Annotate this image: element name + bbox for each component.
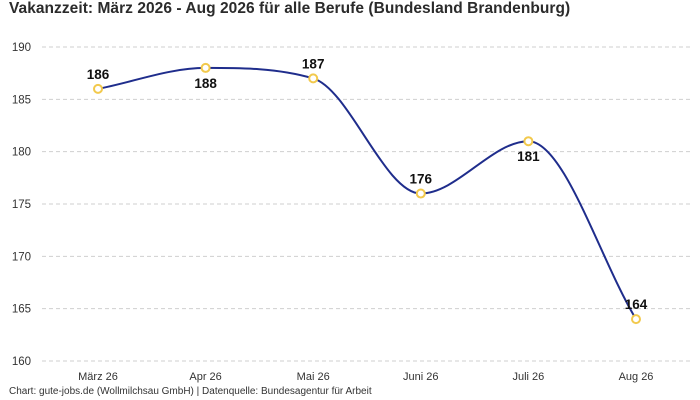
data-label: 186 [87,67,110,82]
data-label: 164 [625,297,648,312]
chart-source-note: Chart: gute-jobs.de (Wollmilchsau GmbH) … [9,386,372,397]
y-tick-label: 190 [12,42,31,54]
y-tick-label: 170 [12,251,31,263]
data-point[interactable] [93,83,103,94]
chart-title: Vakanzzeit: März 2026 - Aug 2026 für all… [9,0,571,17]
x-tick-label: Mai 26 [297,371,330,383]
data-point[interactable] [523,136,534,147]
x-tick-label: Juni 26 [403,371,438,383]
x-tick-label: Juli 26 [513,371,545,383]
x-tick-label: Aug 26 [619,371,654,383]
series-line [97,66,637,320]
data-label: 187 [302,56,325,71]
data-point[interactable] [308,73,319,84]
y-tick-label: 180 [12,147,31,159]
x-tick-label: Apr 26 [189,371,221,383]
y-tick-label: 175 [12,199,31,211]
y-tick-label: 160 [12,356,31,368]
y-tick-label: 165 [12,304,31,316]
data-label: 181 [517,149,540,164]
data-label: 176 [410,172,433,187]
data-point[interactable] [415,188,426,199]
x-tick-label: März 26 [78,371,118,383]
y-tick-label: 185 [12,94,31,106]
data-point[interactable] [200,62,211,73]
data-label: 188 [194,76,217,91]
data-point[interactable] [631,314,641,325]
